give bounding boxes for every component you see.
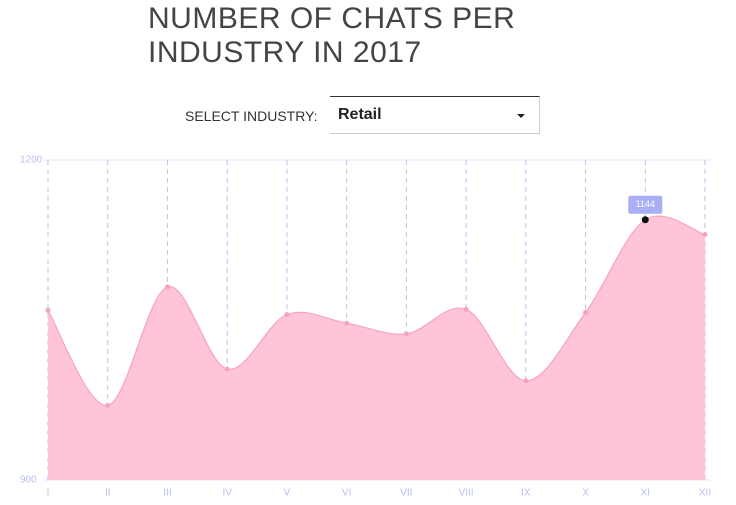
tooltip-box	[628, 195, 663, 214]
x-tick-label: I	[47, 488, 50, 499]
point	[284, 312, 290, 318]
point	[702, 232, 708, 238]
point	[463, 306, 469, 312]
point	[45, 307, 51, 313]
point	[403, 331, 409, 337]
line	[47, 215, 706, 406]
x-tick-label: II	[105, 488, 111, 499]
y-tick-label: 1200	[20, 155, 43, 166]
industry-select[interactable]: Retail	[330, 96, 540, 134]
point	[105, 402, 111, 408]
tooltip-value: 1144	[636, 199, 655, 209]
title-line: INDUSTRY IN 2017	[148, 36, 422, 69]
point	[583, 310, 589, 316]
select-value: Retail	[338, 106, 382, 123]
x-tick-label: VI	[342, 488, 351, 499]
point	[164, 284, 170, 290]
x-tick-label: IV	[222, 488, 232, 499]
x-tick-label: VIII	[459, 488, 474, 499]
area	[48, 216, 705, 481]
x-tick-label: VII	[400, 488, 412, 499]
point	[641, 216, 649, 224]
title-line: NUMBER OF CHATS PER	[148, 2, 516, 35]
x-tick-label: X	[582, 488, 589, 499]
title: NUMBER OF CHATS PER INDUSTRY IN 2017	[148, 2, 515, 70]
y-tick-label: 900	[20, 475, 37, 486]
x-tick-label: V	[284, 488, 291, 499]
point	[344, 320, 350, 326]
x-tick-label: XII	[699, 488, 711, 499]
dropdown-arrow	[517, 114, 525, 118]
x-tick-label: XI	[641, 488, 650, 499]
select-label: SELECT INDUSTRY:	[185, 108, 318, 124]
point	[523, 378, 529, 384]
x-tick-label: IX	[521, 488, 531, 499]
point	[224, 366, 230, 372]
x-tick-label: III	[163, 488, 171, 499]
